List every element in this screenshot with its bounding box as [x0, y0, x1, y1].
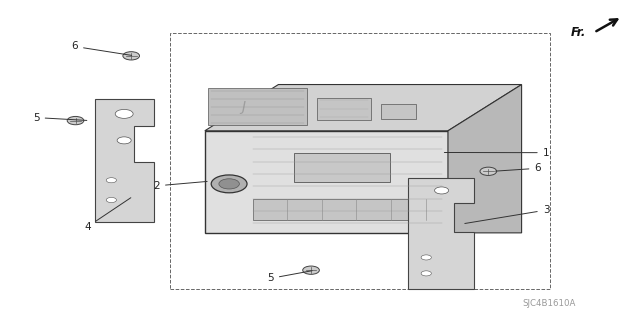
Circle shape	[115, 109, 133, 118]
Circle shape	[67, 116, 84, 125]
Text: 1: 1	[444, 148, 549, 158]
Text: 5: 5	[33, 113, 87, 122]
Bar	[208, 88, 307, 125]
Circle shape	[435, 187, 449, 194]
Bar	[317, 98, 371, 120]
Circle shape	[106, 197, 116, 203]
Text: 6: 6	[495, 163, 541, 173]
Circle shape	[123, 52, 140, 60]
Circle shape	[303, 266, 319, 274]
Polygon shape	[205, 85, 522, 131]
Text: 4: 4	[84, 198, 131, 232]
Circle shape	[117, 137, 131, 144]
Text: 5: 5	[268, 271, 312, 283]
Circle shape	[480, 167, 497, 175]
Bar	[253, 199, 426, 220]
Text: 2: 2	[154, 181, 207, 191]
Bar	[170, 33, 550, 289]
Polygon shape	[408, 178, 474, 289]
Circle shape	[219, 179, 239, 189]
Text: SJC4B1610A: SJC4B1610A	[523, 299, 576, 308]
Circle shape	[421, 271, 431, 276]
Bar	[294, 153, 390, 182]
Text: 6: 6	[72, 41, 132, 56]
Bar	[381, 104, 416, 119]
Bar	[205, 131, 448, 233]
Text: 3: 3	[465, 205, 549, 224]
Circle shape	[106, 178, 116, 183]
Polygon shape	[448, 85, 522, 233]
Polygon shape	[95, 99, 154, 222]
Text: J: J	[241, 100, 245, 114]
Circle shape	[421, 255, 431, 260]
Circle shape	[211, 175, 247, 193]
Text: Fr.: Fr.	[571, 26, 586, 39]
